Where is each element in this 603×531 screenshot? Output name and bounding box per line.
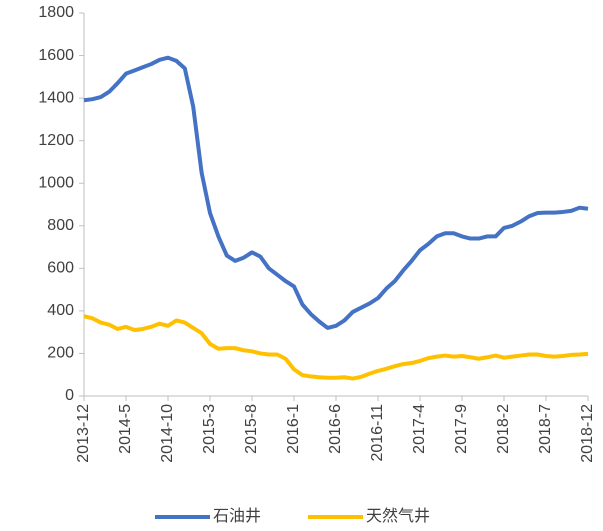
x-tick-label: 2016-1	[285, 404, 302, 454]
y-tick-label: 1600	[38, 47, 74, 64]
x-tick-label: 2017-9	[453, 404, 470, 454]
x-tick-label: 2018-2	[495, 404, 512, 454]
y-tick-label: 400	[47, 302, 74, 319]
y-tick-label: 1800	[38, 4, 74, 21]
series-line	[83, 314, 589, 381]
x-tick-label: 2018-7	[537, 404, 554, 454]
legend-label: 天然气井	[366, 507, 430, 525]
y-tick-label: 600	[47, 260, 74, 277]
y-tick-label: 1400	[38, 89, 74, 106]
x-tick-label: 2016-11	[369, 404, 386, 462]
x-tick-label: 2015-3	[201, 404, 218, 454]
y-tick-label: 1000	[38, 174, 74, 191]
x-tick-label: 2018-12	[579, 404, 596, 463]
x-tick-label: 2014-5	[117, 404, 134, 454]
series-line	[83, 55, 589, 330]
y-tick-label: 200	[47, 345, 74, 362]
x-tick-label: 2016-6	[327, 404, 344, 454]
x-tick-label: 2013-12	[75, 404, 92, 463]
x-tick-label: 2015-8	[243, 404, 260, 454]
y-tick-label: 1200	[38, 132, 74, 149]
legend-label: 石油井	[213, 507, 261, 525]
x-tick-label: 2017-4	[411, 404, 428, 454]
y-tick-label: 800	[47, 217, 74, 234]
x-tick-label: 2014-10	[159, 404, 176, 463]
y-tick-label: 0	[65, 387, 74, 404]
